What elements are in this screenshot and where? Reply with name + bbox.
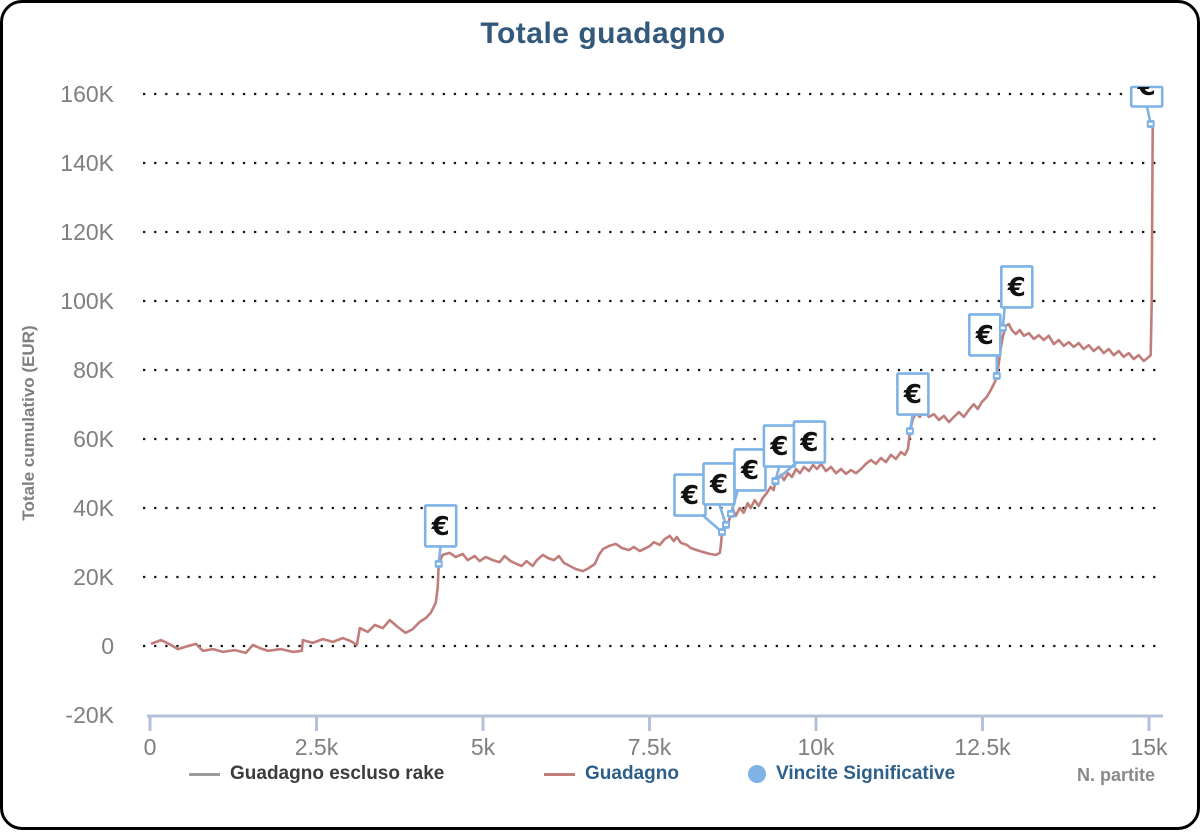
euro-icon: € bbox=[709, 470, 728, 500]
euro-icons: € € € € € € € € € € bbox=[431, 72, 1156, 542]
significant-win-marker[interactable] bbox=[999, 265, 1034, 309]
chart-canvas[interactable]: € € € € € € € € € € bbox=[3, 3, 1200, 833]
gridlines bbox=[143, 92, 1163, 648]
blue-dot-swatch bbox=[748, 765, 766, 783]
euro-icon: € bbox=[740, 456, 759, 486]
legend-label: Vincite Significative bbox=[776, 763, 956, 784]
euro-icon: € bbox=[975, 321, 994, 351]
euro-icon: € bbox=[769, 432, 788, 462]
legend-label: Guadagno bbox=[585, 763, 679, 784]
significant-win-marker[interactable] bbox=[733, 448, 767, 492]
win-marker-leaders bbox=[437, 105, 1152, 565]
x-axis-title: N. partite bbox=[1077, 765, 1156, 785]
euro-icon: € bbox=[799, 428, 818, 458]
significant-win-marker[interactable] bbox=[967, 313, 1002, 357]
legend-label: Guadagno escluso rake bbox=[230, 763, 445, 784]
red-line-swatch bbox=[544, 772, 575, 776]
euro-icon: € bbox=[680, 481, 699, 511]
page-title: Totale guadagno bbox=[480, 17, 726, 50]
legend-item-guadagno-escluso-rake[interactable]: Guadagno escluso rake bbox=[189, 760, 444, 788]
euro-icon: € bbox=[1137, 72, 1156, 102]
euro-icon: € bbox=[903, 380, 922, 410]
euro-icon: € bbox=[1007, 273, 1026, 303]
gray-line-swatch bbox=[189, 772, 220, 776]
y-axis-title: Totale cumulativo (EUR) bbox=[19, 325, 38, 521]
legend-item-vincite-significative[interactable]: Vincite Significative bbox=[748, 760, 955, 788]
legend-item-guadagno[interactable]: Guadagno bbox=[544, 760, 679, 788]
x-axis bbox=[147, 714, 1163, 731]
win-marker-boxes[interactable] bbox=[423, 85, 1164, 548]
win-marker-dots[interactable] bbox=[434, 120, 1155, 568]
profit-line-series bbox=[150, 126, 1154, 655]
significant-win-marker[interactable] bbox=[792, 420, 827, 464]
euro-icon: € bbox=[431, 512, 450, 542]
